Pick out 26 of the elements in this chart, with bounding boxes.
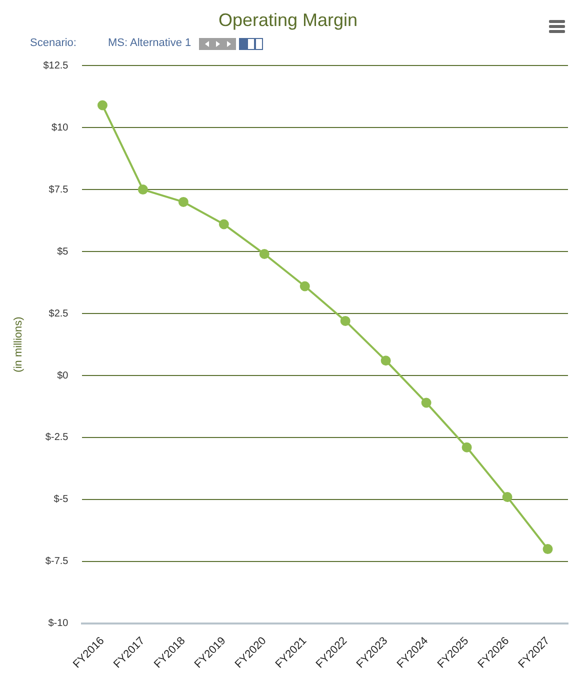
point — [380, 356, 391, 366]
point — [542, 544, 553, 554]
chart-title: Operating Margin — [218, 10, 358, 30]
y-tick-label: $-2.5 — [45, 432, 69, 444]
point — [462, 442, 472, 452]
point — [97, 100, 108, 110]
y-axis-title: (in millions) — [12, 316, 25, 372]
y-tick-label: $-5 — [54, 494, 69, 506]
point — [300, 281, 310, 292]
point — [259, 249, 270, 260]
y-tick-label: $5 — [57, 246, 69, 258]
y-tick-label: $12.5 — [43, 60, 69, 72]
y-tick-label: $-7.5 — [45, 556, 69, 568]
point — [421, 398, 432, 408]
y-tick-label: $0 — [57, 370, 69, 382]
point — [502, 492, 512, 502]
y-tick-label: $7.5 — [48, 184, 69, 196]
point — [340, 316, 350, 326]
y-tick-label: $2.5 — [48, 308, 69, 320]
text: Scenario: — [30, 37, 76, 49]
point — [218, 219, 229, 230]
y-tick-label: $-10 — [48, 618, 69, 630]
point — [178, 196, 188, 207]
text: MS: Alternative 1 — [108, 37, 192, 49]
y-tick-label: $10 — [52, 122, 69, 134]
point — [138, 184, 148, 195]
